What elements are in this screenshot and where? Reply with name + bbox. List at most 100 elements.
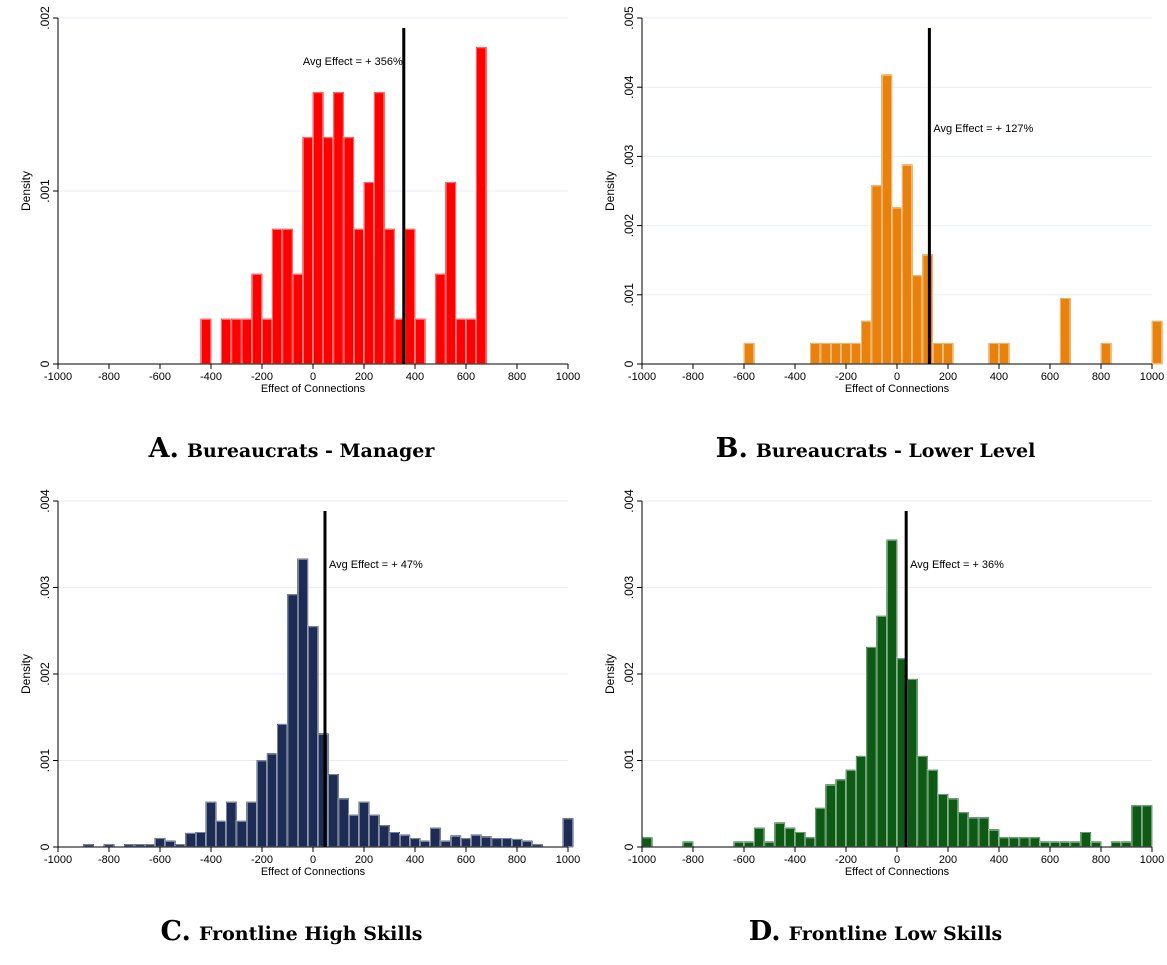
histogram-bar-a-6 [271,228,284,365]
histogram-bar-d-33 [1049,841,1061,848]
histogram-bar-b-8 [881,74,893,365]
histogram-bar-c-24 [348,814,360,848]
histogram-bar-d-19 [906,678,919,848]
histogram-bar-d-39 [1120,841,1133,848]
x-tick-label-d-4: -200 [835,854,857,866]
x-tick-label-b-8: 600 [1041,371,1059,383]
histogram-bar-a-23 [455,318,467,365]
histogram-bar-c-15 [256,759,268,848]
x-tick-label-b-1: -800 [682,371,704,383]
histogram-bar-b-2 [819,342,832,365]
histogram-bar-c-29 [399,834,411,848]
histogram-bar-d-31 [1028,836,1041,848]
panel-letter-d: D. [748,916,781,947]
x-tick-label-d-9: 800 [1092,854,1110,866]
histogram-bar-c-30 [409,837,421,848]
histogram-bar-c-10 [205,801,217,848]
histogram-bar-b-15 [988,342,1000,365]
x-tick-label-a-5: 0 [310,371,316,383]
y-tick-label-c-1: .001 [38,748,52,772]
x-tick-label-c-4: -200 [251,854,273,866]
histogram-bar-b-17 [1059,297,1072,365]
histogram-bar-a-3 [240,318,253,365]
histogram-bar-d-29 [1008,836,1021,848]
histogram-bar-a-17 [383,228,396,365]
histogram-bar-a-14 [353,228,365,365]
x-tick-label-d-3: -400 [784,854,806,866]
panel-caption-b: B. Bureaucrats - Lower Level [584,433,1167,464]
x-tick-label-c-5: 0 [310,854,316,866]
chart-panel-c: 0 .001 .002 .003 .004 -1000 -800 -600 -400 -200 0 2… [0,483,583,965]
histogram-bar-c-32 [429,827,442,848]
y-axis-title-d: Density [603,654,617,694]
histogram-bar-a-9 [302,136,314,365]
panel-title-a: Bureaucrats - Manager [186,440,435,462]
histogram-bar-d-6 [773,822,786,848]
chart-panel-b: 0 .001 .002 .003 .004 .005 -1000 -800 -600 -400 -2… [584,0,1167,482]
y-tick-label-b-4: .004 [622,75,636,99]
histogram-bar-c-31 [419,840,432,848]
histogram-bar-d-40 [1130,804,1143,848]
histogram-bar-outline-b-19 [1151,320,1163,365]
histogram-bar-d-34 [1059,841,1072,848]
x-tick-label-b-2: -600 [733,371,755,383]
x-tick-label-a-8: 600 [457,371,475,383]
histogram-bar-a-15 [363,181,375,365]
histogram-bar-c-18 [286,593,299,848]
histogram-bar-a-22 [444,181,457,365]
histogram-bar-a-11 [322,136,335,365]
histogram-bar-c-28 [388,831,401,848]
y-tick-label-d-1: .001 [622,748,636,772]
y-axis-title-a: Density [19,171,33,211]
histogram-bar-b-11 [911,274,924,365]
histogram-bar-a-4 [251,273,263,365]
histogram-bar-d-41 [1141,804,1153,848]
histogram-bar-c-14 [245,801,258,848]
x-tick-label-b-0: -1000 [628,371,656,383]
histogram-bar-a-25 [475,46,488,365]
x-tick-label-d-6: 200 [939,854,957,866]
histogram-bar-c-40 [511,838,523,848]
histogram-bar-a-16 [373,91,386,365]
y-axis-title-c: Density [19,654,33,694]
histogram-bar-d-27 [988,829,1000,848]
histogram-bar-c-23 [337,797,350,848]
chart-panel-a: 0 .001 .002 -1000 -800 -600 -400 -200 0 200 400 600… [0,0,583,482]
histogram-bar-d-30 [1018,836,1031,848]
histogram-bar-c-22 [327,773,340,848]
histogram-bar-a-7 [281,228,294,365]
x-tick-label-c-0: -1000 [44,854,72,866]
x-axis-title-a: Effect of Connections [261,383,366,395]
x-tick-label-c-9: 800 [508,854,526,866]
x-tick-label-a-10: 1000 [556,371,580,383]
x-tick-label-b-4: -200 [835,371,857,383]
x-tick-label-c-1: -800 [98,854,120,866]
histogram-bar-c-35 [460,837,472,848]
panel-title-d: Frontline Low Skills [788,923,1003,945]
histogram-bar-d-8 [794,831,806,848]
x-tick-label-c-3: -400 [200,854,222,866]
y-tick-label-a-0: 0 [38,360,52,367]
x-tick-label-b-3: -400 [784,371,806,383]
panel-caption-c: C. Frontline High Skills [0,916,583,947]
histogram-bar-d-38 [1110,841,1123,848]
histogram-bar-c-6 [164,840,177,848]
histogram-bar-d-21 [926,769,939,848]
x-axis-title-b: Effect of Connections [845,383,950,395]
histogram-bar-b-12 [921,253,934,365]
y-tick-label-a-2: .002 [38,6,52,30]
y-tick-label-a-1: .001 [38,179,52,203]
x-tick-label-c-2: -600 [149,854,171,866]
histogram-bar-d-22 [937,793,949,848]
histogram-bar-d-7 [784,827,796,848]
x-tick-label-c-7: 400 [406,854,424,866]
panel-caption-a: A. Bureaucrats - Manager [0,433,583,464]
y-tick-label-b-3: .003 [622,144,636,168]
histogram-bar-b-6 [860,320,873,365]
histogram-bar-a-10 [312,91,324,365]
x-tick-label-c-8: 600 [457,854,475,866]
histogram-bar-d-17 [886,539,898,848]
histogram-bar-c-16 [266,752,279,848]
histogram-bar-c-38 [490,837,503,848]
histogram-bar-b-9 [891,206,903,365]
